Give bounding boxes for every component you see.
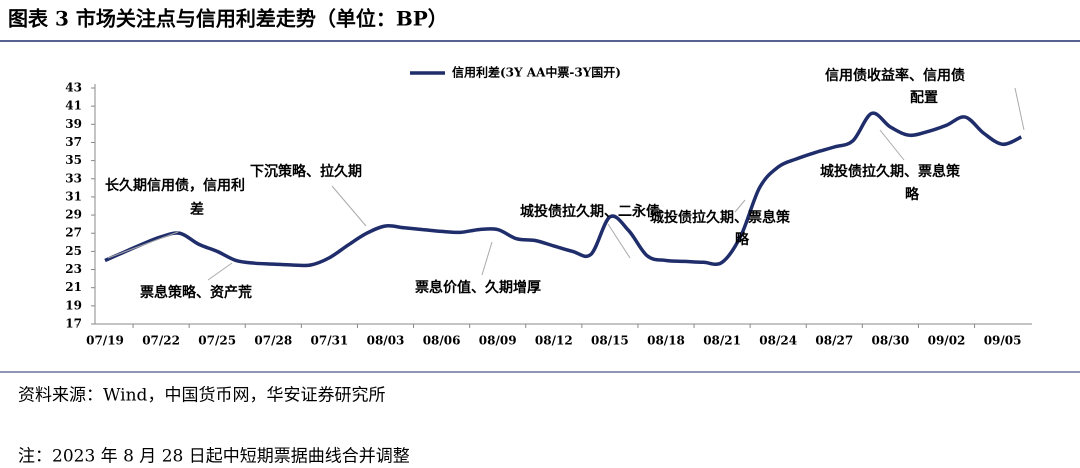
x-tick-label: 07/31 xyxy=(311,334,349,348)
x-tick-label: 08/24 xyxy=(759,334,797,348)
y-tick-label: 43 xyxy=(65,81,82,95)
x-tick-label: 08/03 xyxy=(367,334,405,348)
x-tick-label: 08/06 xyxy=(423,334,461,348)
leader-line xyxy=(734,199,746,213)
x-tick-label: 08/18 xyxy=(647,334,685,348)
y-tick-label: 27 xyxy=(65,226,82,240)
annotation: 下沉策略、拉久期 xyxy=(250,163,362,180)
annotation: 略 xyxy=(735,231,750,248)
annotation: 票息策略、资产荒 xyxy=(140,284,252,301)
x-tick-label: 08/30 xyxy=(872,334,910,348)
y-tick-label: 19 xyxy=(65,298,82,312)
source: 资料来源：Wind，中国货币网，华安证券研究所 xyxy=(18,386,385,406)
y-tick-label: 39 xyxy=(65,117,82,131)
leader-line xyxy=(207,262,233,281)
x-tick-label: 08/12 xyxy=(535,334,573,348)
series-line xyxy=(104,111,1023,268)
x-tick-label: 08/15 xyxy=(591,334,629,348)
x-tick-label: 08/09 xyxy=(479,334,517,348)
y-tick-label: 35 xyxy=(65,153,82,167)
x-tick-label: 07/25 xyxy=(198,334,236,348)
y-tick-label: 23 xyxy=(65,262,82,276)
note: 注：2023 年 8 月 28 日起中短期票据曲线合并调整 xyxy=(18,447,410,467)
y-tick-label: 33 xyxy=(65,171,82,185)
x-tick-label: 07/28 xyxy=(254,334,292,348)
leader-line xyxy=(607,223,631,259)
legend-label: 信用利差(3Y AA中票-3Y国开) xyxy=(452,65,621,80)
x-tick-label: 09/05 xyxy=(984,334,1022,348)
x-tick-label: 08/27 xyxy=(815,334,853,348)
y-tick-label: 21 xyxy=(65,280,82,294)
leader-line xyxy=(331,185,367,227)
annotation: 差 xyxy=(190,201,204,218)
annotation: 信用债收益率、信用债 xyxy=(825,67,965,84)
x-tick-label: 09/02 xyxy=(928,334,966,348)
annotation: 略 xyxy=(905,186,920,203)
annotation: 票息价值、久期增厚 xyxy=(415,279,541,296)
y-tick-label: 41 xyxy=(65,99,82,113)
annotation: 配置 xyxy=(910,89,938,106)
annotation: 长久期信用债，信用利 xyxy=(105,177,245,194)
leader-line xyxy=(879,129,905,161)
y-tick-label: 17 xyxy=(65,317,82,331)
y-tick-label: 37 xyxy=(65,135,82,149)
annotation: 城投债拉久期、票息策 xyxy=(820,163,961,180)
chart-title: 图表 3 市场关注点与信用利差走势（单位：BP） xyxy=(8,7,448,31)
leader-line xyxy=(1014,87,1025,131)
y-tick-label: 29 xyxy=(65,208,82,222)
leader-line xyxy=(481,241,493,276)
annotation: 城投债拉久期、二永债 xyxy=(520,203,660,220)
x-tick-label: 07/19 xyxy=(86,334,124,348)
y-tick-label: 25 xyxy=(65,244,82,258)
x-tick-label: 07/22 xyxy=(142,334,180,348)
annotation: 城投债拉久期、票息策 xyxy=(650,209,791,226)
y-tick-label: 31 xyxy=(65,189,82,203)
leader-line xyxy=(107,231,179,259)
x-tick-label: 08/21 xyxy=(703,334,741,348)
